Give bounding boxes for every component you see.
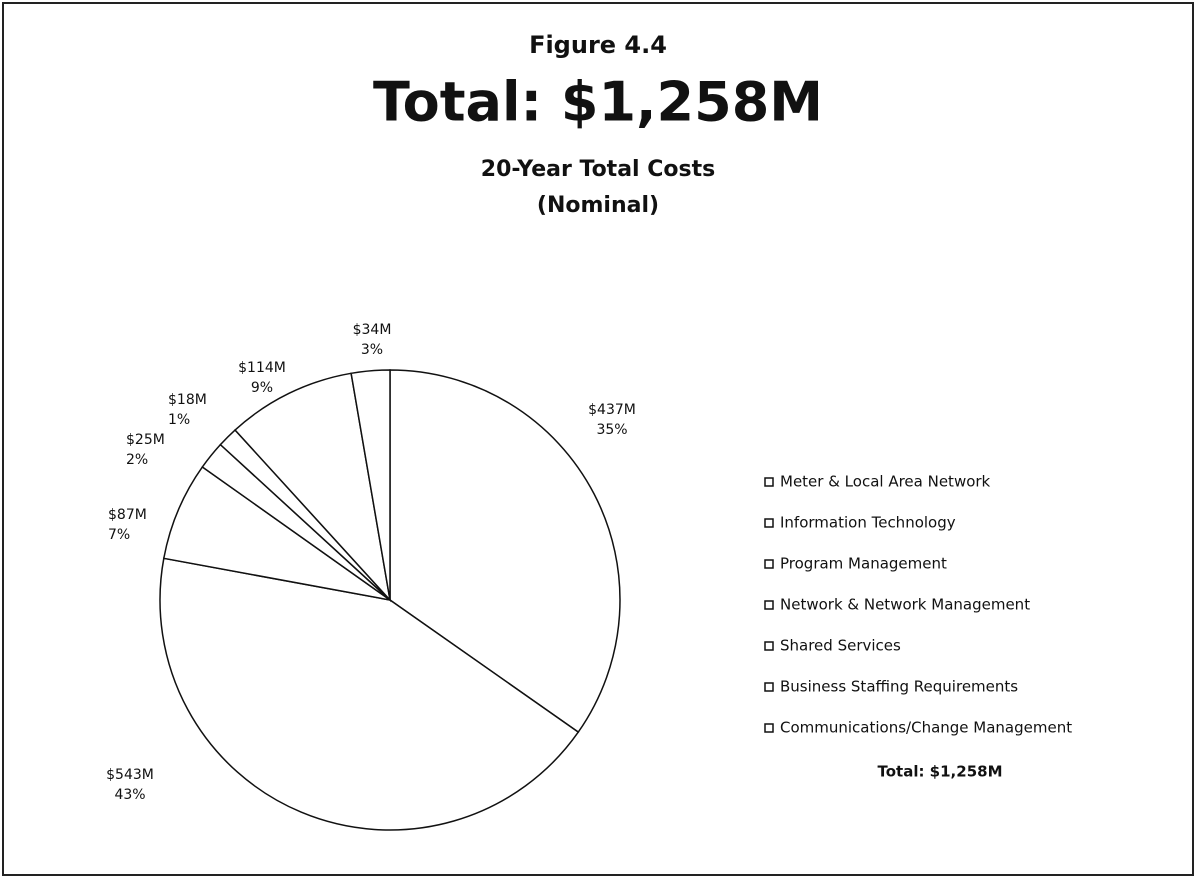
- pie-slice: [159, 557, 580, 831]
- legend-swatch: [764, 641, 774, 651]
- legend-total: Total: $1,258M: [877, 763, 1002, 781]
- value-label: $437M: [588, 402, 636, 418]
- value-label: $34M: [353, 322, 392, 338]
- legend-label: Network & Network Management: [780, 596, 1030, 614]
- percent-label: 9%: [251, 380, 273, 396]
- value-label: $543M: [106, 767, 154, 783]
- legend-swatch: [764, 682, 774, 692]
- legend-label: Communications/Change Management: [780, 719, 1072, 737]
- percent-label: 2%: [126, 452, 148, 468]
- legend-label: Meter & Local Area Network: [780, 473, 991, 491]
- pie-slice: [233, 372, 392, 603]
- legend-label: Business Staffing Requirements: [780, 678, 1018, 696]
- value-label: $18M: [168, 392, 207, 408]
- percent-label: 1%: [168, 412, 190, 428]
- pie-slice: [350, 369, 391, 601]
- percent-label: 7%: [108, 527, 130, 543]
- figure-label: Figure 4.4: [529, 31, 667, 59]
- pie-slice: [389, 369, 621, 734]
- value-label: $87M: [108, 507, 147, 523]
- legend-label: Program Management: [780, 555, 947, 573]
- chart-subtitle: 20-Year Total Costs: [481, 157, 715, 182]
- legend-swatch: [764, 723, 774, 733]
- legend-swatch: [764, 559, 774, 569]
- legend-swatch: [764, 600, 774, 610]
- value-label: $114M: [238, 360, 286, 376]
- percent-label: 3%: [361, 342, 383, 358]
- legend-label: Shared Services: [780, 637, 901, 655]
- percent-label: 43%: [114, 787, 145, 803]
- chart-title: Total: $1,258M: [373, 71, 823, 134]
- legend-swatch: [764, 477, 774, 487]
- value-label: $25M: [126, 432, 165, 448]
- legend-label: Information Technology: [780, 514, 956, 532]
- chart-subtitle: (Nominal): [537, 193, 659, 218]
- legend-swatch: [764, 518, 774, 528]
- percent-label: 35%: [596, 422, 627, 438]
